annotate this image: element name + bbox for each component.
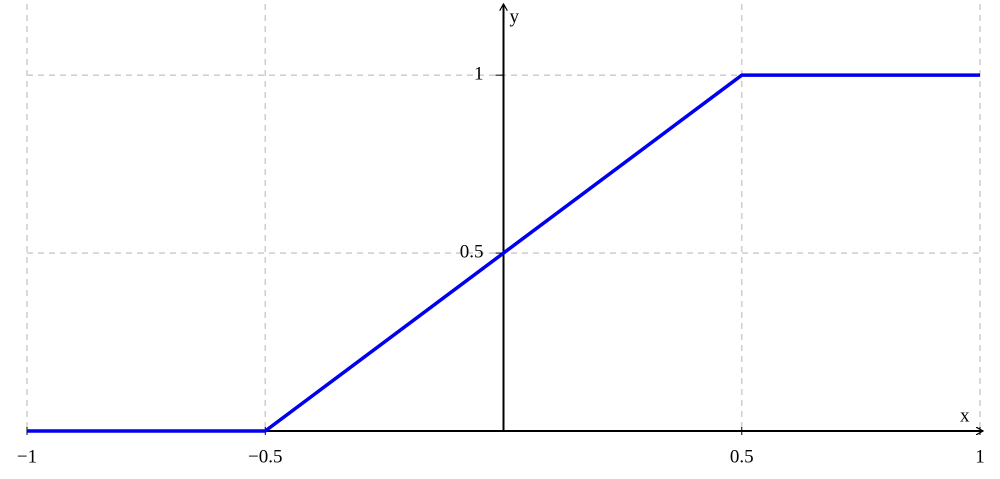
y-tick-label: 0.5 [460, 241, 484, 262]
x-tick-label: −1 [17, 446, 37, 467]
data-line [27, 73, 980, 433]
y-tick-label: 1 [474, 64, 484, 85]
x-tick-label: 1 [975, 446, 985, 467]
x-axis-label: x [960, 405, 970, 426]
x-tick-label: −0.5 [248, 446, 282, 467]
y-axis-label: y [510, 6, 520, 27]
x-tick-label: 0.5 [730, 446, 754, 467]
